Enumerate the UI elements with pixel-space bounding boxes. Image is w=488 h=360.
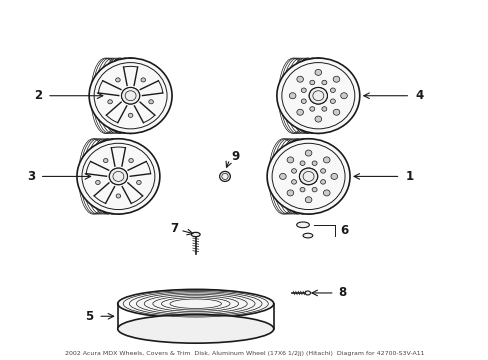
Text: 2002 Acura MDX Wheels, Covers & Trim  Disk, Aluminum Wheel (17X6 1/2Jj) (Hitachi: 2002 Acura MDX Wheels, Covers & Trim Dis… [64,351,424,356]
Ellipse shape [136,180,141,185]
Ellipse shape [89,58,172,134]
Ellipse shape [301,88,305,93]
Ellipse shape [311,187,316,192]
Ellipse shape [305,197,311,203]
Ellipse shape [320,169,325,173]
Text: 5: 5 [85,310,93,323]
Ellipse shape [291,180,296,184]
Ellipse shape [305,291,310,295]
Ellipse shape [330,99,335,103]
Ellipse shape [286,190,293,196]
Ellipse shape [296,76,303,82]
Ellipse shape [191,232,200,237]
Ellipse shape [321,107,326,111]
Ellipse shape [286,157,293,163]
Ellipse shape [289,93,295,99]
Ellipse shape [116,194,121,198]
Ellipse shape [305,150,311,156]
Text: 1: 1 [405,170,412,183]
Ellipse shape [141,78,145,82]
Ellipse shape [121,87,140,104]
Ellipse shape [309,80,314,85]
Ellipse shape [279,174,285,179]
Ellipse shape [340,93,346,99]
Ellipse shape [300,161,305,166]
Ellipse shape [323,157,329,163]
Ellipse shape [296,109,303,115]
Ellipse shape [332,76,339,82]
Ellipse shape [301,99,305,103]
Ellipse shape [96,180,100,185]
Ellipse shape [321,80,326,85]
Ellipse shape [118,315,273,343]
Ellipse shape [308,87,327,104]
Ellipse shape [299,168,317,185]
Ellipse shape [128,113,133,117]
Ellipse shape [309,107,314,111]
Text: 3: 3 [27,170,35,183]
Ellipse shape [128,158,133,163]
Ellipse shape [148,100,153,104]
Ellipse shape [109,168,127,185]
Text: 6: 6 [340,224,348,237]
Ellipse shape [311,161,316,166]
Ellipse shape [314,69,321,75]
Text: 2: 2 [34,89,42,102]
Ellipse shape [320,180,325,184]
Ellipse shape [77,139,160,214]
Ellipse shape [332,109,339,115]
Ellipse shape [121,87,140,104]
Ellipse shape [308,87,327,104]
Ellipse shape [323,190,329,196]
Ellipse shape [115,78,120,82]
Ellipse shape [314,116,321,122]
Ellipse shape [330,88,335,93]
Ellipse shape [291,169,296,173]
Ellipse shape [266,139,349,214]
Ellipse shape [109,168,127,185]
Text: 8: 8 [337,287,346,300]
Ellipse shape [296,222,309,228]
Ellipse shape [276,58,359,134]
Ellipse shape [300,187,305,192]
Ellipse shape [330,174,337,179]
Text: 4: 4 [414,89,422,102]
Ellipse shape [303,233,312,238]
Ellipse shape [219,171,230,181]
Ellipse shape [118,289,273,318]
Ellipse shape [299,168,317,185]
Text: 9: 9 [231,150,239,163]
Text: 7: 7 [170,222,178,235]
Ellipse shape [103,158,108,163]
Ellipse shape [107,100,112,104]
